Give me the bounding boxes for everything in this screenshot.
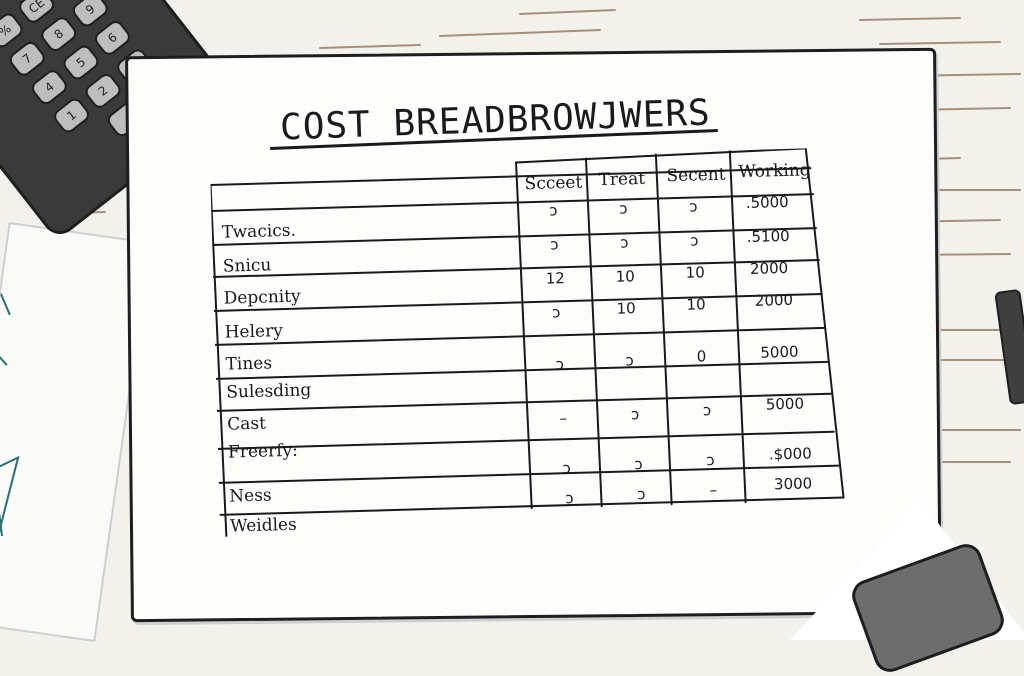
table-cell: ↄ <box>551 303 561 322</box>
column-header: Treat <box>598 168 646 191</box>
table-cell: ↄ <box>625 351 634 370</box>
table-cell: 5000 <box>765 394 805 414</box>
table-cell: ↄ <box>630 405 640 424</box>
table-cell: .5100 <box>746 226 790 247</box>
column-header: Secent <box>666 164 726 187</box>
table-cell: 2000 <box>754 290 794 310</box>
calculator-key: 8 <box>38 14 80 55</box>
calculator-key: 5 <box>60 42 102 83</box>
table-cell: ↄ <box>565 488 574 508</box>
table-cell: 10 <box>616 299 636 318</box>
cost-table: Scceet Treat Secent Working Twacics. Sni… <box>210 147 860 537</box>
row-label: Weidles <box>229 514 298 537</box>
row-label: Ness <box>228 485 272 507</box>
calculator-key: % <box>0 10 26 51</box>
table-cell: ↄ <box>688 197 698 216</box>
table-cell: 3000 <box>773 474 813 494</box>
row-label: Depcnity <box>223 286 301 309</box>
row-label: Cast <box>226 413 267 435</box>
calculator-key: 6 <box>91 17 134 58</box>
background-paper-sheet <box>0 221 152 643</box>
calculator-key: 4 <box>28 67 71 108</box>
table-cell: .5000 <box>745 192 789 213</box>
table-cell: 12 <box>545 269 566 288</box>
row-label: Twacics. <box>221 220 297 243</box>
calculator-key: 9 <box>69 0 111 30</box>
table-cell: – <box>559 409 568 428</box>
table-cell: ↄ <box>619 199 628 218</box>
table-cell: 10 <box>685 263 705 282</box>
table-cell: ↄ <box>634 455 643 474</box>
table-cell: ↄ <box>549 201 558 220</box>
calculator-key: 2 <box>82 70 124 111</box>
table-cell: ↄ <box>562 459 571 478</box>
calculator-key: 7 <box>6 38 48 79</box>
table-cell: 2000 <box>749 258 789 278</box>
column-header: Working <box>738 160 811 183</box>
table-cell: ↄ <box>555 355 565 374</box>
table-cell: 10 <box>686 295 706 314</box>
row-label: Snicu <box>222 255 272 277</box>
sketch-graph-lines <box>0 293 20 546</box>
row-label: Sulesding <box>226 380 312 403</box>
table-cell: ↄ <box>689 231 699 250</box>
row-label: Helery <box>224 321 284 343</box>
table-cell: .$000 <box>768 444 813 464</box>
table-cell: 0 <box>696 347 707 366</box>
row-label: Freerfy: <box>227 440 299 463</box>
table-cell: ↄ <box>706 451 715 470</box>
table-cell: ↄ <box>549 235 559 254</box>
table-cell: 5000 <box>760 342 799 362</box>
table-cell: ↄ <box>702 401 712 420</box>
table-cell: – <box>709 480 718 500</box>
row-label: Tines <box>225 353 273 375</box>
table-grid-lines <box>210 147 845 537</box>
table-cell: 10 <box>615 267 636 286</box>
table-cell: ↄ <box>619 233 629 252</box>
table-cell: ↄ <box>636 484 646 504</box>
column-header: Scceet <box>524 172 583 195</box>
calculator-key: 1 <box>50 95 93 136</box>
